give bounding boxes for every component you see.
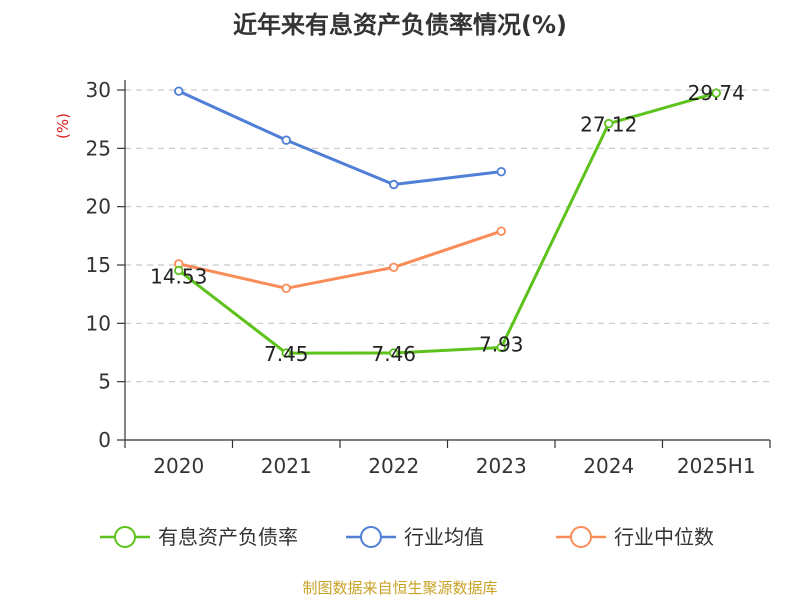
data-point [281, 348, 291, 358]
legend: 有息资产负债率 行业均值 行业中位数 [100, 525, 714, 549]
y-tick-label: 0 [98, 428, 111, 452]
axes: 0 5 10 15 20 25 30 2020 2021 2022 2023 2024 2025H1 [86, 78, 771, 478]
data-point [389, 348, 399, 358]
data-label: 7.93 [479, 332, 524, 356]
x-tick-label: 2023 [476, 454, 527, 478]
legend-swatch-marker [570, 526, 592, 548]
y-tick-label: 20 [86, 195, 111, 219]
series-industry_median [174, 226, 506, 294]
y-tick-label: 10 [86, 311, 111, 335]
data-labels: 14.53 7.45 7.46 7.93 27.12 29.74 [150, 81, 745, 366]
y-tick-label: 5 [98, 370, 111, 394]
y-tick-label: 25 [86, 136, 111, 160]
series-lines [174, 86, 721, 358]
data-label: 27.12 [580, 113, 637, 137]
data-point [389, 179, 399, 190]
legend-label: 行业中位数 [614, 525, 714, 549]
data-label: 7.46 [371, 342, 416, 366]
series-debt_ratio [174, 88, 721, 358]
data-point [496, 166, 506, 177]
data-label: 14.53 [150, 264, 207, 288]
series-line [178, 229, 502, 290]
chart-title: 近年来有息资产负债率情况(%) [233, 11, 567, 39]
data-point [389, 262, 399, 273]
data-point [281, 283, 291, 294]
y-tick-label: 30 [86, 78, 111, 102]
data-point [281, 135, 291, 145]
x-tick-label: 2024 [583, 454, 634, 478]
legend-item: 有息资产负债率 [100, 525, 298, 549]
data-point [604, 118, 614, 129]
legend-swatch-marker [360, 526, 382, 548]
data-point [174, 86, 184, 96]
series-industry_avg [174, 86, 506, 190]
x-tick-label: 2021 [261, 454, 312, 478]
data-label: 7.45 [264, 342, 309, 366]
data-point [174, 265, 184, 276]
data-point [711, 88, 721, 98]
grid-lines [125, 89, 770, 383]
series-line [177, 91, 717, 355]
legend-item: 行业均值 [346, 525, 484, 549]
legend-swatch-marker [114, 526, 136, 548]
data-point [496, 342, 506, 353]
y-tick-label: 15 [86, 253, 111, 277]
legend-item: 行业中位数 [556, 525, 714, 549]
y-axis-unit-label: (%) [54, 113, 72, 139]
source-note: 制图数据来自恒生聚源数据库 [302, 579, 497, 597]
data-label: 29.74 [688, 81, 745, 105]
legend-label: 有息资产负债率 [158, 525, 298, 549]
x-tick-label: 2022 [368, 454, 419, 478]
x-tick-label: 2025H1 [677, 454, 756, 478]
legend-label: 行业均值 [404, 525, 484, 549]
data-point [496, 226, 506, 236]
x-tick-label: 2020 [153, 454, 204, 478]
series-line [178, 89, 502, 186]
